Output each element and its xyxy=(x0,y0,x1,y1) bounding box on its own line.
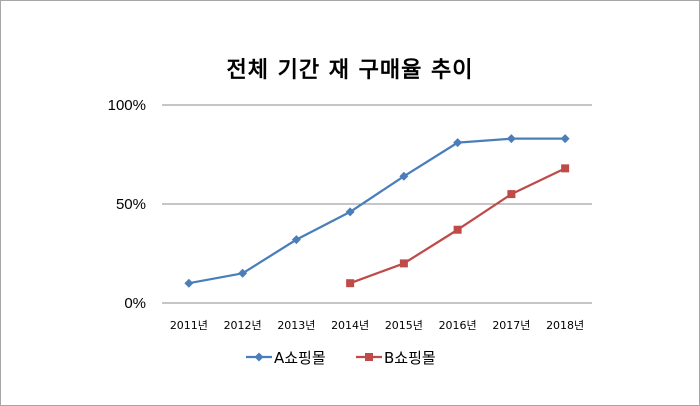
x-tick-label: 2017년 xyxy=(492,319,530,332)
y-tick-label: 0% xyxy=(124,295,146,312)
legend-marker xyxy=(365,353,373,361)
data-point-marker xyxy=(291,235,301,245)
data-point-marker xyxy=(399,171,409,181)
x-axis-ticks: 2011년 2012년 2013년 2014년 2015년 2016년 2017년 2018년 xyxy=(170,319,584,332)
y-axis-ticks: 0% 50% 100% xyxy=(108,97,146,312)
data-point-marker xyxy=(345,207,355,217)
data-point-marker xyxy=(238,268,248,278)
legend-label: A쇼핑몰 xyxy=(274,349,326,367)
data-point-marker xyxy=(399,259,408,268)
x-tick-label: 2016년 xyxy=(439,319,477,332)
data-point-marker xyxy=(184,278,194,288)
data-point-marker xyxy=(507,190,516,199)
series-group xyxy=(184,134,570,288)
chart-title: 전체 기간 재 구매율 추이 xyxy=(226,58,474,83)
series-line xyxy=(188,137,566,285)
x-tick-label: 2014년 xyxy=(331,319,369,332)
data-point-marker xyxy=(561,164,570,173)
legend-item: A쇼핑몰 xyxy=(246,349,326,367)
y-tick-label: 50% xyxy=(116,196,146,213)
x-tick-label: 2011년 xyxy=(170,319,208,332)
series-2 xyxy=(346,164,570,288)
x-tick-label: 2018년 xyxy=(546,319,584,332)
x-tick-label: 2015년 xyxy=(385,319,423,332)
data-point-marker xyxy=(453,225,462,234)
x-tick-label: 2012년 xyxy=(224,319,262,332)
data-point-marker xyxy=(560,134,570,144)
data-point-marker xyxy=(346,279,355,288)
data-point-marker xyxy=(453,138,463,148)
legend-item: B쇼핑몰 xyxy=(356,349,436,367)
legend-marker xyxy=(254,352,264,362)
y-tick-label: 100% xyxy=(108,97,146,114)
gridlines xyxy=(162,104,592,304)
data-point-marker xyxy=(506,134,516,144)
x-tick-label: 2013년 xyxy=(277,319,315,332)
legend-label: B쇼핑몰 xyxy=(384,349,436,367)
series-1 xyxy=(184,134,570,288)
legend: A쇼핑몰 B쇼핑몰 xyxy=(246,349,436,367)
